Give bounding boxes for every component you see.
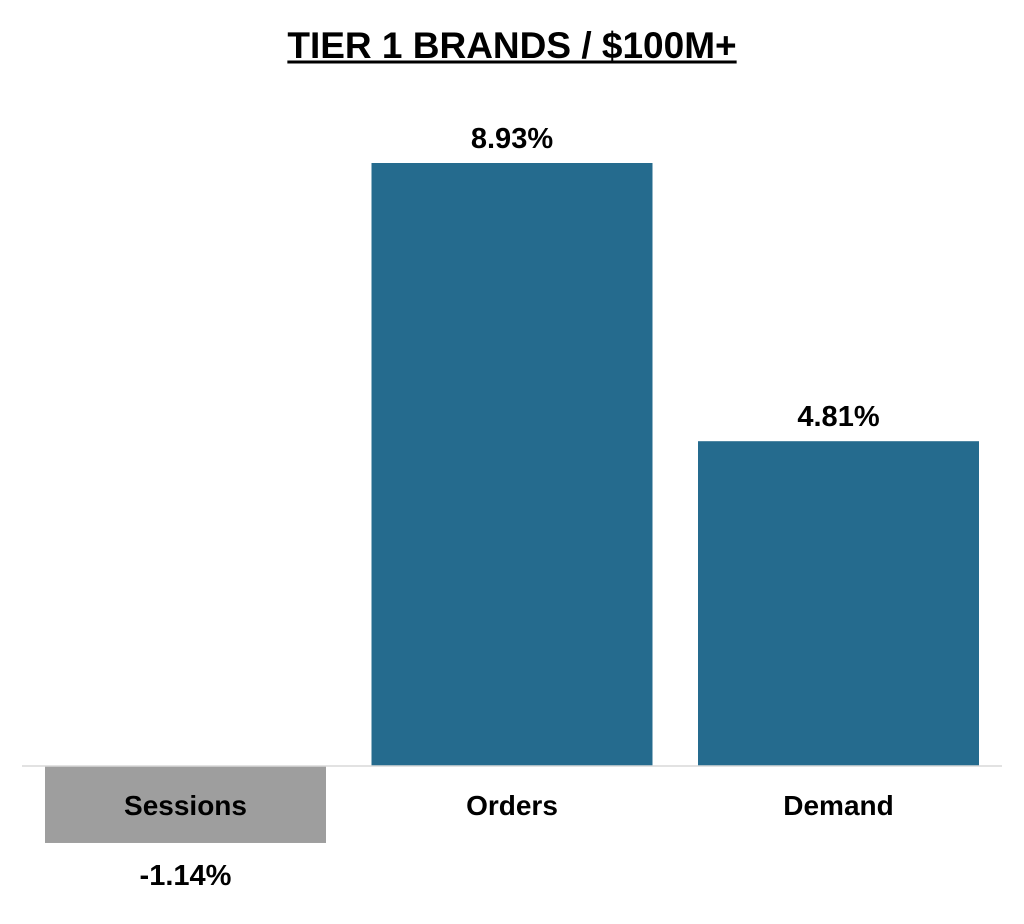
bar-demand xyxy=(698,441,979,766)
value-label-orders: 8.93% xyxy=(471,123,553,155)
value-label-sessions: -1.14% xyxy=(140,860,232,892)
bars-layer xyxy=(45,163,979,843)
labels-layer: Sessions -1.14% Orders 8.93% Demand 4.81% xyxy=(124,123,894,892)
category-label-orders: Orders xyxy=(466,790,558,821)
bar-orders xyxy=(371,163,653,766)
category-label-sessions: Sessions xyxy=(124,790,247,821)
category-label-demand: Demand xyxy=(783,790,893,821)
chart-title: TIER 1 BRANDS / $100M+ xyxy=(287,25,736,66)
value-label-demand: 4.81% xyxy=(797,401,879,433)
bar-sessions xyxy=(45,766,326,843)
